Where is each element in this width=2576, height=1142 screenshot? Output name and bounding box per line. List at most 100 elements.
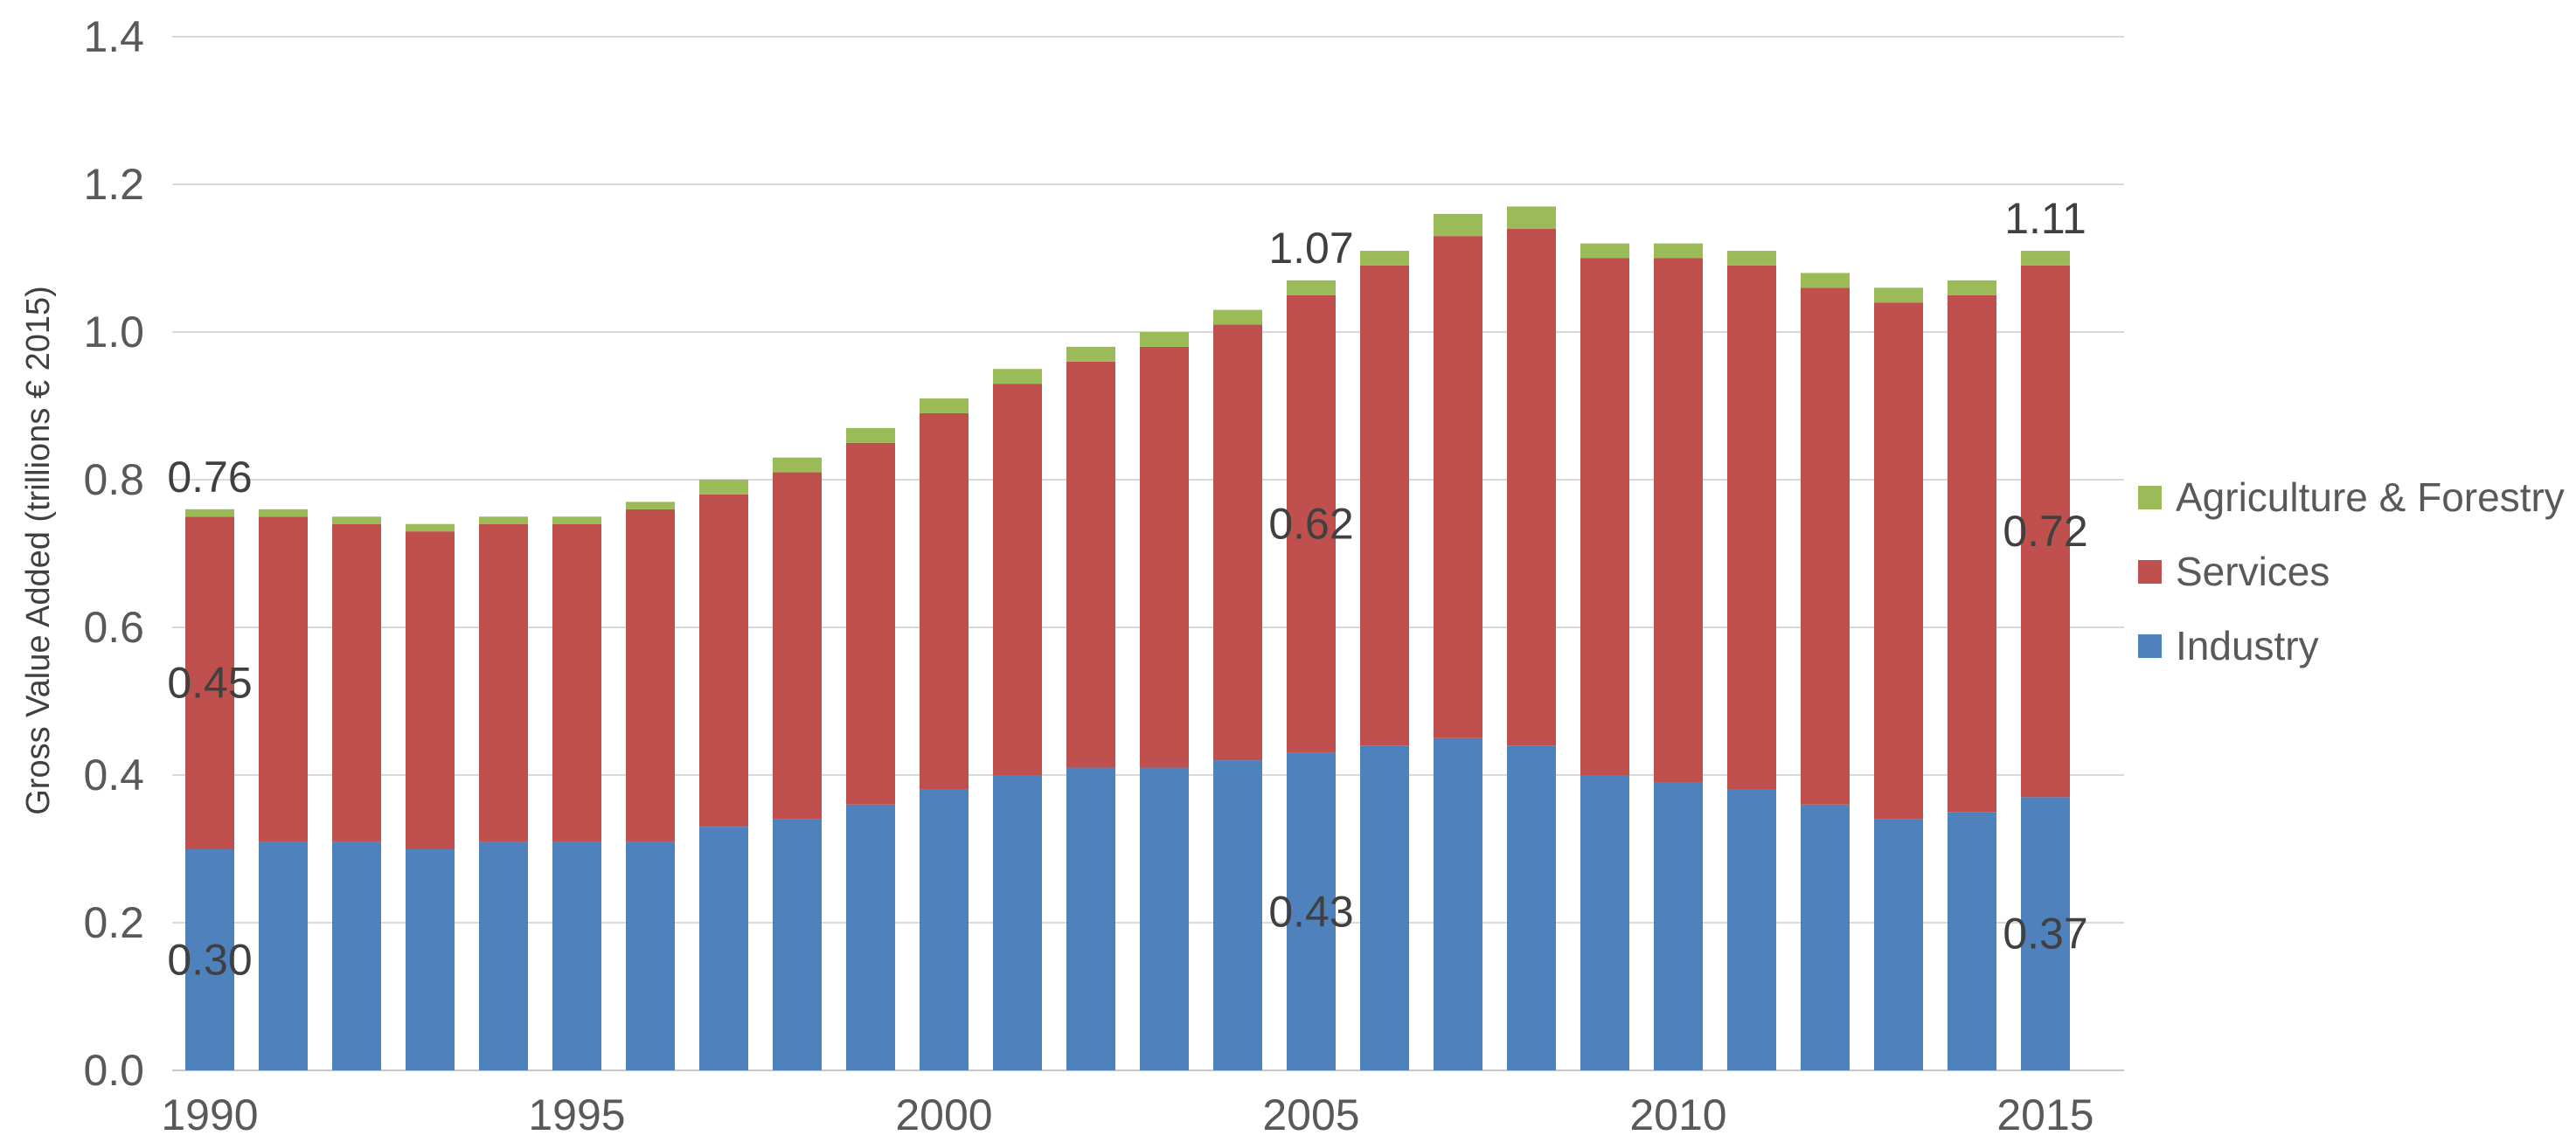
bar-segment-agriculture-forestry-2007 <box>1434 213 1482 237</box>
bar-segment-industry-1997 <box>699 827 748 1070</box>
bar-segment-services-1995 <box>552 523 601 842</box>
bar-segment-industry-1996 <box>626 841 675 1070</box>
bar-segment-agriculture-forestry-1991 <box>259 509 308 517</box>
agriculture-forestry-swatch-icon <box>2138 485 2162 509</box>
data-label-2005-services: 0.62 <box>1268 500 1353 549</box>
bar-segment-services-2001 <box>993 384 1042 775</box>
bar-segment-services-2011 <box>1727 265 1776 790</box>
bar-segment-agriculture-forestry-2013 <box>1874 287 1923 303</box>
bar-segment-services-2014 <box>1948 294 1996 813</box>
bar-segment-agriculture-forestry-2002 <box>1066 346 1115 362</box>
bar-segment-industry-2014 <box>1948 812 1996 1070</box>
bar-segment-industry-1994 <box>479 841 528 1070</box>
bar-segment-industry-2007 <box>1434 737 1482 1070</box>
bar-segment-agriculture-forestry-1993 <box>406 523 455 532</box>
bar-segment-agriculture-forestry-2011 <box>1727 251 1776 266</box>
bar-segment-services-2013 <box>1874 302 1923 820</box>
services-swatch-icon <box>2138 559 2162 584</box>
y-tick-label: 1.0 <box>83 308 144 356</box>
bar-segment-industry-2003 <box>1140 767 1189 1070</box>
y-axis-title: Gross Value Added (trillions € 2015) <box>20 286 57 815</box>
bar-segment-agriculture-forestry-2006 <box>1360 251 1409 266</box>
bar-segment-agriculture-forestry-2005 <box>1287 280 1336 295</box>
bar-segment-services-1993 <box>406 531 455 849</box>
bar-segment-services-2004 <box>1213 324 1262 761</box>
bar-segment-industry-2015 <box>2021 797 2070 1070</box>
y-tick-label: 0.4 <box>83 751 144 799</box>
bar-segment-services-2015 <box>2021 265 2070 798</box>
data-label-2005-industry: 0.43 <box>1268 887 1353 936</box>
bar-segment-agriculture-forestry-2000 <box>920 398 969 413</box>
bar-segment-industry-2002 <box>1066 767 1115 1070</box>
bar-segment-services-2000 <box>920 412 969 790</box>
bar-segment-industry-2012 <box>1801 804 1850 1070</box>
bar-segment-industry-2001 <box>993 775 1042 1070</box>
bar-segment-agriculture-forestry-2008 <box>1507 206 1556 229</box>
chart-legend: Agriculture & Forestry Services Industry <box>2138 474 2565 703</box>
data-label-1990-total: 0.76 <box>167 453 252 502</box>
bar-segment-services-1992 <box>332 523 381 842</box>
bar-segment-agriculture-forestry-2015 <box>2021 251 2070 266</box>
x-tick-label-2015: 2015 <box>1996 1090 2093 1139</box>
y-tick-label: 0.2 <box>83 898 144 947</box>
bar-segment-services-2007 <box>1434 236 1482 738</box>
legend-label-services: Services <box>2176 549 2330 594</box>
bar-segment-agriculture-forestry-1999 <box>846 427 895 443</box>
y-tick-label: 0.8 <box>83 455 144 504</box>
y-tick-label: 0.6 <box>83 603 144 652</box>
bar-segment-industry-1998 <box>773 819 822 1070</box>
bar-segment-services-2003 <box>1140 346 1189 768</box>
x-tick-label-1995: 1995 <box>528 1090 625 1139</box>
bar-segment-industry-1991 <box>259 841 308 1070</box>
bar-segment-services-1998 <box>773 472 822 820</box>
data-label-2005-total: 1.07 <box>1268 224 1353 273</box>
bar-segment-industry-1993 <box>406 848 455 1070</box>
bar-segment-agriculture-forestry-1997 <box>699 480 748 495</box>
bar-segment-agriculture-forestry-2009 <box>1580 243 1629 259</box>
bar-segment-services-1991 <box>259 516 308 842</box>
data-label-2015-services: 0.72 <box>2003 507 2087 556</box>
y-tick-label: 0.0 <box>83 1046 144 1095</box>
bar-segment-industry-2011 <box>1727 789 1776 1070</box>
legend-item-industry: Industry <box>2138 623 2565 668</box>
industry-swatch-icon <box>2138 633 2162 658</box>
bar-segment-agriculture-forestry-2010 <box>1654 243 1703 259</box>
bar-segment-services-2012 <box>1801 287 1850 805</box>
y-tick-label: 1.2 <box>83 160 144 209</box>
x-tick-label-2000: 2000 <box>895 1090 992 1139</box>
data-label-1990-services: 0.45 <box>167 658 252 707</box>
bar-segment-industry-2009 <box>1580 775 1629 1070</box>
bar-segment-industry-1995 <box>552 841 601 1070</box>
bar-segment-industry-2005 <box>1287 752 1336 1070</box>
bar-segment-services-2006 <box>1360 265 1409 746</box>
bar-segment-agriculture-forestry-2001 <box>993 369 1042 384</box>
bar-segment-services-1996 <box>626 509 675 842</box>
bar-segment-industry-2013 <box>1874 819 1923 1070</box>
bar-segment-industry-1999 <box>846 804 895 1070</box>
bar-segment-services-2005 <box>1287 294 1336 753</box>
legend-item-agriculture-forestry: Agriculture & Forestry <box>2138 474 2565 520</box>
legend-item-services: Services <box>2138 549 2565 594</box>
x-tick-label-2005: 2005 <box>1262 1090 1359 1139</box>
bar-segment-agriculture-forestry-2004 <box>1213 309 1262 325</box>
data-label-2015-industry: 0.37 <box>2003 910 2087 959</box>
x-tick-label-1990: 1990 <box>161 1090 258 1139</box>
bar-segment-agriculture-forestry-1995 <box>552 516 601 524</box>
bar-segment-industry-2006 <box>1360 745 1409 1070</box>
bar-segment-industry-1990 <box>185 848 234 1070</box>
bar-segment-services-1994 <box>479 523 528 842</box>
bar-segment-services-2002 <box>1066 361 1115 768</box>
bar-segment-industry-2004 <box>1213 760 1262 1070</box>
bar-segment-agriculture-forestry-1994 <box>479 516 528 524</box>
legend-label-industry: Industry <box>2176 623 2319 668</box>
bar-segment-agriculture-forestry-1998 <box>773 457 822 473</box>
bar-segment-industry-2010 <box>1654 782 1703 1070</box>
bar-segment-agriculture-forestry-1996 <box>626 502 675 509</box>
bar-segment-industry-2000 <box>920 789 969 1070</box>
bar-segment-services-1997 <box>699 494 748 827</box>
bar-segment-agriculture-forestry-1992 <box>332 516 381 524</box>
legend-label-agriculture-forestry: Agriculture & Forestry <box>2176 474 2565 520</box>
bar-segment-industry-2008 <box>1507 745 1556 1070</box>
